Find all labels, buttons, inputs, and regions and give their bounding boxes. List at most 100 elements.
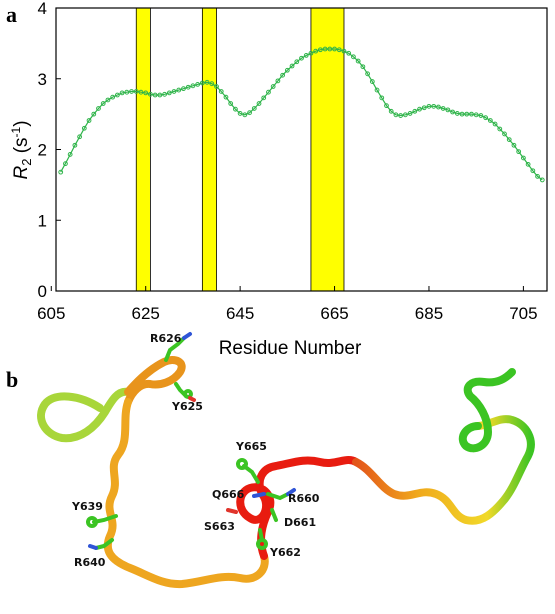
data-point xyxy=(492,121,498,127)
data-point xyxy=(530,168,536,174)
data-point xyxy=(516,149,522,155)
backbone-right-strand xyxy=(352,415,535,525)
data-point xyxy=(148,91,153,97)
data-point xyxy=(322,46,328,52)
data-point xyxy=(162,91,167,97)
backbone-upper-arm xyxy=(124,356,186,406)
data-point xyxy=(124,89,130,95)
y-tick-label: 1 xyxy=(38,211,47,230)
y-tick-label: 3 xyxy=(38,70,47,89)
data-point xyxy=(129,89,134,94)
y-axis-title: R2 (s-1) xyxy=(9,120,34,179)
data-point xyxy=(218,89,224,94)
data-point xyxy=(63,161,68,167)
data-point xyxy=(454,111,460,116)
panel-label-a: a xyxy=(6,2,17,27)
data-point xyxy=(421,105,427,111)
data-point xyxy=(379,95,385,101)
highlight-regions xyxy=(135,7,345,292)
data-point xyxy=(412,108,418,114)
data-point xyxy=(110,94,116,100)
data-point xyxy=(341,48,347,54)
data-point xyxy=(431,103,437,109)
data-point xyxy=(539,177,545,183)
residue-label-d661: D661 xyxy=(284,516,316,529)
data-point xyxy=(497,126,503,132)
residue-label-r626: R626 xyxy=(150,332,182,345)
data-point xyxy=(535,173,540,179)
data-point xyxy=(374,87,380,93)
data-point xyxy=(261,95,267,101)
data-point xyxy=(502,131,507,137)
x-tick-label: 705 xyxy=(509,304,537,323)
data-point xyxy=(388,108,394,114)
data-point xyxy=(355,58,361,64)
data-point xyxy=(313,48,319,54)
data-point xyxy=(360,64,366,70)
data-point xyxy=(478,113,484,118)
data-point xyxy=(280,72,286,78)
residue-label-y662: Y662 xyxy=(269,546,301,559)
data-point xyxy=(487,118,493,123)
data-point xyxy=(190,83,196,89)
data-point xyxy=(365,71,370,77)
x-axis-ticks: 605 625 645 665 685 705 xyxy=(37,286,538,323)
y-tick-label: 0 xyxy=(38,282,47,301)
data-point xyxy=(237,111,243,116)
data-point xyxy=(105,97,111,103)
data-point xyxy=(228,101,234,106)
data-point xyxy=(86,118,92,123)
data-point xyxy=(317,47,323,53)
highlight-region-3 xyxy=(310,7,345,292)
data-point xyxy=(450,109,455,115)
data-point xyxy=(393,112,399,118)
data-point xyxy=(332,46,337,52)
data-point xyxy=(511,142,517,148)
data-point xyxy=(417,106,422,112)
x-tick-label: 665 xyxy=(320,304,348,323)
data-point xyxy=(308,50,314,56)
data-point xyxy=(327,46,333,52)
data-point xyxy=(351,54,356,60)
data-point xyxy=(157,92,163,98)
data-point xyxy=(166,90,172,96)
x-tick-label: 625 xyxy=(132,304,160,323)
data-point xyxy=(275,78,281,84)
y-tick-label: 2 xyxy=(38,141,47,160)
data-point xyxy=(204,79,210,85)
data-point xyxy=(266,89,271,95)
data-point xyxy=(171,89,177,94)
protein-structure: R626 Y625 Y665 Q666 R660 S663 D661 Y662 … xyxy=(37,332,535,589)
data-point xyxy=(195,82,201,87)
data-point xyxy=(96,106,101,111)
series-line xyxy=(60,48,543,181)
data-point xyxy=(233,106,238,112)
data-point xyxy=(251,106,257,111)
data-point xyxy=(469,111,474,117)
data-point xyxy=(91,111,97,117)
data-point xyxy=(114,92,120,98)
residue-label-y639: Y639 xyxy=(71,500,103,513)
residue-label-r640: R640 xyxy=(74,556,106,569)
data-point xyxy=(299,55,304,61)
data-point xyxy=(284,67,290,73)
x-tick-label: 685 xyxy=(415,304,443,323)
data-point xyxy=(464,111,470,117)
data-point xyxy=(294,59,300,65)
residue-label-y665: Y665 xyxy=(235,440,267,453)
data-point xyxy=(58,169,64,175)
data-point xyxy=(100,101,106,106)
data-point xyxy=(426,103,432,109)
data-point xyxy=(346,50,352,56)
data-point xyxy=(185,84,191,90)
data-point xyxy=(133,89,139,94)
data-point xyxy=(143,90,149,96)
residue-label-s663: S663 xyxy=(204,520,235,533)
backbone-left-loop xyxy=(37,387,132,443)
data-point xyxy=(256,101,262,106)
data-point xyxy=(525,161,531,167)
data-point xyxy=(138,89,144,95)
data-point xyxy=(72,142,78,148)
